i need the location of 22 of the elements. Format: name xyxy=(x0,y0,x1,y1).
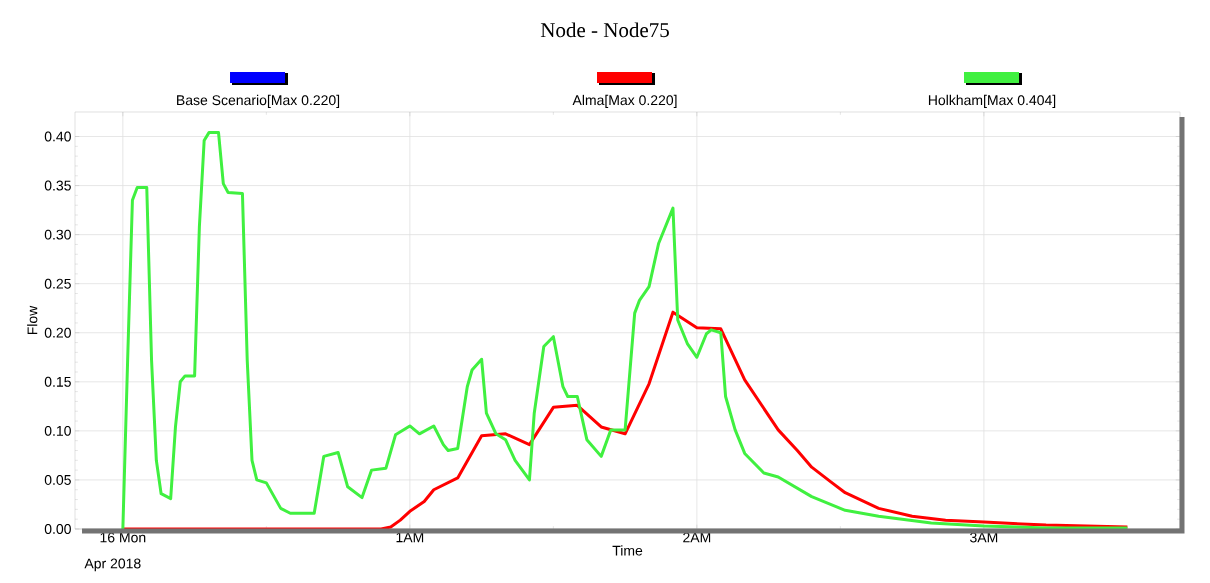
legend-label: Holkham[Max 0.404] xyxy=(928,94,1056,108)
x-tick-label: 1AM xyxy=(396,532,424,543)
y-tick-label: 0.10 xyxy=(44,425,71,436)
y-tick-label: 0.35 xyxy=(44,180,71,191)
y-tick-label: 0.05 xyxy=(44,474,71,485)
x-tick-label: 3AM xyxy=(970,532,998,543)
y-axis-title: Flow xyxy=(27,305,38,335)
x-tick-label: 2AM xyxy=(683,532,711,543)
y-tick-label: 0.40 xyxy=(44,131,71,142)
text: Apr 2018 xyxy=(84,558,141,572)
y-tick-label: 0.20 xyxy=(44,327,71,338)
y-tick-label: 0.30 xyxy=(44,229,71,240)
y-tick-label: 0.00 xyxy=(44,524,71,534)
line-series xyxy=(121,310,1129,529)
chart-title: Node - Node75 xyxy=(540,22,669,38)
line-series xyxy=(121,131,1129,529)
y-tick-label: 0.25 xyxy=(44,278,71,289)
x-tick-label: 16 Mon xyxy=(100,532,146,543)
legend-label: Base Scenario[Max 0.220] xyxy=(177,94,340,108)
x-axis-title: Time xyxy=(612,545,643,556)
y-tick-label: 0.15 xyxy=(44,376,71,387)
legend-label: Alma[Max 0.220] xyxy=(572,94,677,108)
